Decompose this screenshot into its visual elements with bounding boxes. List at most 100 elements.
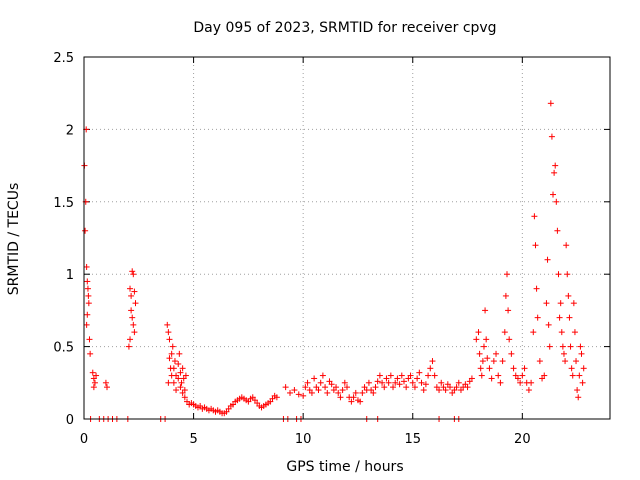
data-point [564, 271, 571, 278]
data-point [453, 384, 460, 391]
data-point [519, 372, 526, 379]
data-point [398, 372, 405, 379]
data-point [425, 372, 432, 379]
data-point [565, 292, 572, 299]
data-point [566, 314, 573, 321]
data-point [129, 314, 136, 321]
data-point [344, 384, 350, 391]
data-point [324, 389, 331, 396]
data-point [536, 358, 543, 365]
data-point [390, 384, 397, 391]
data-point [403, 384, 410, 391]
data-point [125, 343, 132, 350]
data-point [468, 375, 475, 382]
data-point [181, 387, 188, 394]
data-point [381, 384, 388, 391]
data-point [431, 372, 438, 379]
x-tick-label: 5 [189, 432, 197, 447]
data-point [179, 365, 186, 372]
data-point [517, 379, 524, 386]
data-point [317, 379, 324, 386]
data-point [168, 350, 175, 357]
data-point [552, 162, 559, 169]
data-point [127, 336, 134, 343]
data-point [175, 360, 182, 367]
y-tick-label: 2.5 [53, 51, 74, 66]
data-point [420, 387, 427, 394]
data-point [427, 365, 434, 372]
data-point [166, 355, 173, 362]
data-point [571, 329, 578, 336]
data-point [165, 379, 172, 386]
data-point [455, 379, 462, 386]
data-point [562, 358, 569, 365]
x-tick-label: 20 [514, 432, 531, 447]
data-point [543, 300, 550, 307]
data-point [328, 381, 335, 388]
data-point [570, 300, 577, 307]
data-point [576, 372, 583, 379]
data-point [484, 355, 491, 362]
data-point [553, 198, 560, 205]
data-point [478, 372, 485, 379]
data-points [81, 100, 587, 422]
data-point [85, 292, 92, 299]
data-point [182, 372, 189, 379]
data-point [545, 321, 552, 328]
data-point [578, 350, 585, 357]
data-point [341, 379, 348, 386]
data-point [178, 379, 185, 386]
y-tick-label: 0 [66, 413, 74, 428]
data-point [547, 100, 554, 107]
data-point [414, 375, 421, 382]
data-point [510, 365, 517, 372]
data-point [514, 375, 521, 382]
data-point [357, 398, 364, 405]
data-point [128, 307, 135, 314]
data-point [335, 389, 342, 396]
data-point [548, 133, 555, 140]
x-tick-label: 10 [295, 432, 312, 447]
data-point [531, 213, 538, 220]
data-point [282, 384, 289, 391]
data-point [546, 343, 553, 350]
data-point [488, 375, 495, 382]
y-axis-title: SRMTID / TECUs [6, 183, 22, 296]
data-point [372, 384, 379, 391]
data-point [131, 288, 138, 295]
data-point [171, 358, 178, 365]
data-point [394, 375, 401, 382]
data-point [567, 343, 574, 350]
data-point [476, 350, 483, 357]
data-point [379, 379, 386, 386]
data-point [558, 329, 565, 336]
data-point [573, 358, 580, 365]
data-point [534, 314, 541, 321]
y-tick-label: 0.5 [53, 341, 74, 356]
data-point [90, 384, 97, 391]
data-point [383, 375, 390, 382]
data-point [530, 329, 537, 336]
plot-frame [83, 56, 611, 420]
data-point [102, 379, 109, 386]
data-point [438, 379, 445, 386]
data-point [429, 358, 436, 365]
data-point [311, 375, 318, 382]
data-point [177, 369, 184, 376]
grid [84, 57, 610, 419]
data-point [447, 384, 454, 391]
data-point [300, 392, 307, 399]
data-point [532, 242, 539, 249]
data-point [568, 365, 575, 372]
data-point [173, 387, 180, 394]
data-point [490, 358, 497, 365]
data-point [477, 365, 484, 372]
data-point [508, 350, 515, 357]
data-point [521, 365, 528, 372]
data-point [392, 379, 399, 386]
data-point [505, 307, 512, 314]
data-point [365, 379, 372, 386]
y-tick-label: 2 [66, 123, 74, 138]
data-point [170, 365, 177, 372]
